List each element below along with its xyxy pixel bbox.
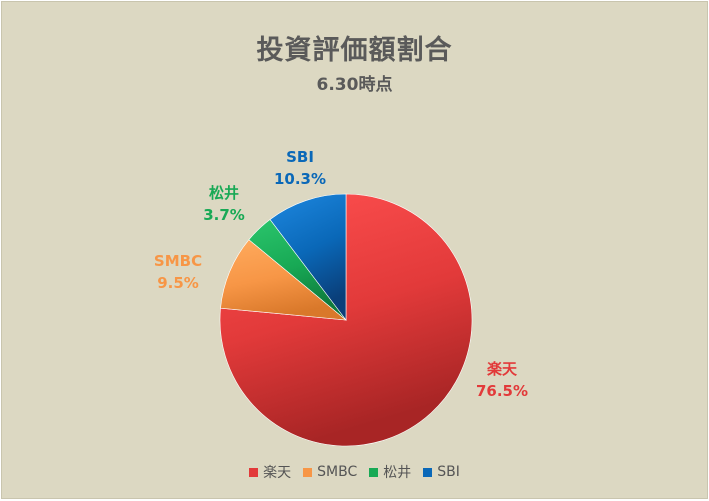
legend-swatch xyxy=(423,467,433,477)
chart-subtitle: 6.30時点 xyxy=(316,75,393,95)
legend-swatch xyxy=(249,467,259,477)
legend-swatch xyxy=(369,467,379,477)
legend-label: 松井 xyxy=(383,465,412,481)
legend-label: 楽天 xyxy=(263,465,292,481)
data-label-value: 3.7% xyxy=(203,206,245,224)
legend-label: SMBC xyxy=(317,464,358,480)
data-label-name: SMBC xyxy=(154,252,202,270)
legend-swatch xyxy=(303,467,313,477)
legend-item: 松井 xyxy=(369,462,411,482)
data-label-name: 松井 xyxy=(209,184,239,202)
chart-title: 投資評価額割合 xyxy=(256,35,453,66)
data-label-name: SBI xyxy=(286,148,314,166)
pie-slices xyxy=(219,193,473,447)
legend-label: SBI xyxy=(437,464,460,480)
data-label-name: 楽天 xyxy=(487,360,518,378)
data-labels: 楽天 76.5% SMBC 9.5% 松井 3.7% SBI 10.3% xyxy=(154,148,528,400)
legend-item: SMBC xyxy=(303,462,357,482)
pie-slice-SBI xyxy=(269,193,347,321)
pie-slice-SMBC xyxy=(220,239,347,321)
data-label-value: 76.5% xyxy=(476,382,528,400)
legend: 楽天 SMBC 松井 SBI xyxy=(2,462,707,482)
legend-item: 楽天 xyxy=(249,462,291,482)
data-label-value: 9.5% xyxy=(157,274,199,292)
legend-item: SBI xyxy=(423,462,460,482)
data-label-value: 10.3% xyxy=(274,170,326,188)
